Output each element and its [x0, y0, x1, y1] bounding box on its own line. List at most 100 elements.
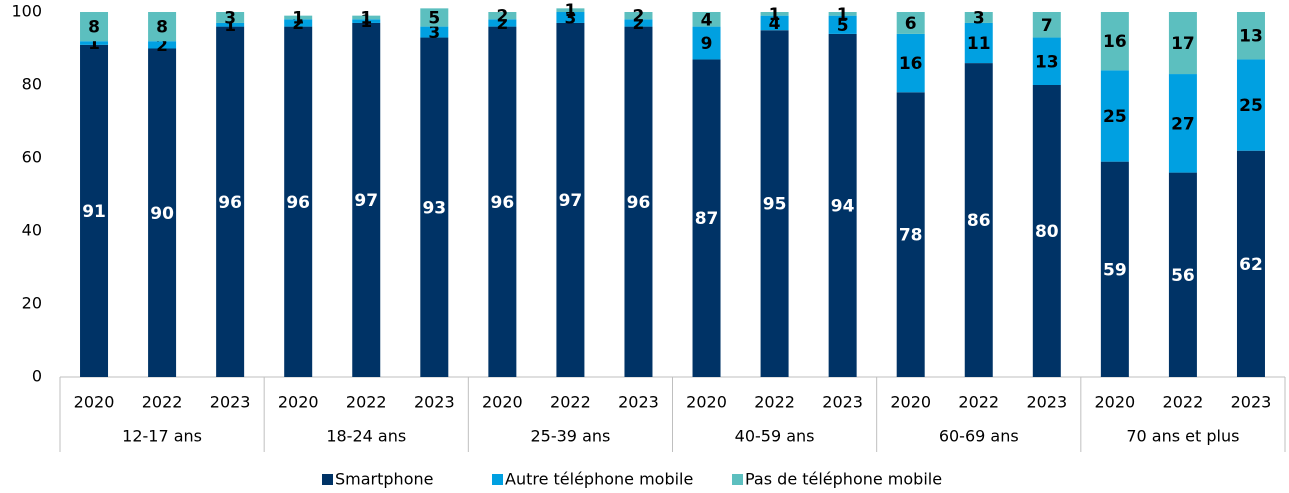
bar-segment: [828, 12, 857, 16]
legend-swatch: [322, 474, 333, 485]
data-label: 1: [769, 5, 781, 25]
data-label: 2: [496, 14, 508, 34]
data-label: 27: [1171, 114, 1195, 134]
bar-segment: [624, 12, 653, 20]
data-label: 1: [292, 8, 304, 28]
x-tick-label: 2022: [754, 393, 795, 412]
bar-segment: [1032, 85, 1061, 377]
data-label: 3: [973, 8, 985, 28]
data-label: 1: [564, 1, 576, 21]
data-label: 16: [1103, 32, 1127, 52]
data-label: 80: [1035, 222, 1059, 242]
bar-segment: [1236, 150, 1265, 377]
x-tick-label: 2023: [1231, 393, 1272, 412]
bar-segment: [148, 41, 177, 49]
bar-segment: [1100, 12, 1129, 71]
legend-swatch: [732, 474, 743, 485]
y-tick-label: 60: [22, 148, 42, 167]
data-label: 91: [82, 202, 106, 222]
data-label: 93: [422, 198, 446, 218]
data-label: 1: [837, 5, 849, 25]
bar-segment: [692, 59, 721, 377]
bar-segment: [896, 12, 925, 34]
y-tick-label: 80: [22, 75, 42, 94]
bar-segment: [420, 8, 449, 27]
bar-segment: [964, 12, 993, 23]
data-label: 94: [831, 196, 855, 216]
bar-segment: [1100, 161, 1129, 377]
bar-segment: [556, 12, 585, 23]
bar-segment: [760, 15, 789, 31]
data-label: 87: [695, 209, 719, 229]
data-label: 56: [1171, 266, 1195, 286]
data-label: 11: [967, 34, 991, 54]
y-tick-label: 40: [22, 221, 42, 240]
legend-label: Pas de téléphone mobile: [745, 470, 942, 489]
bar-segment: [488, 26, 517, 377]
bar-segment: [828, 15, 857, 34]
data-label: 3: [428, 23, 440, 43]
data-label: 95: [763, 195, 787, 215]
y-tick-label: 0: [32, 367, 42, 386]
data-label: 62: [1239, 255, 1263, 275]
x-tick-label: 2020: [482, 393, 523, 412]
x-tick-label: 2020: [74, 393, 115, 412]
legend-label: Autre téléphone mobile: [505, 470, 693, 489]
data-label: 13: [1239, 27, 1263, 47]
bar-segment: [420, 26, 449, 38]
data-label: 3: [224, 8, 236, 28]
group-label: 40-59 ans: [735, 427, 815, 446]
data-label: 13: [1035, 52, 1059, 72]
group-label: 70 ans et plus: [1126, 427, 1239, 446]
data-label: 2: [633, 7, 645, 27]
data-label: 96: [491, 193, 515, 213]
bar-segment: [80, 41, 109, 45]
data-label: 2: [633, 14, 645, 34]
data-label: 4: [769, 14, 781, 34]
bar-segment: [1168, 74, 1197, 173]
data-label: 1: [360, 8, 372, 28]
bar-segment: [216, 22, 245, 27]
bar-segment: [216, 12, 245, 23]
data-label: 90: [150, 204, 174, 224]
x-tick-label: 2023: [414, 393, 455, 412]
x-tick-label: 2022: [1163, 393, 1204, 412]
data-label: 8: [156, 18, 168, 38]
bar-segment: [964, 22, 993, 64]
legend-label: Smartphone: [335, 470, 433, 489]
bar-segment: [760, 12, 789, 16]
data-label: 96: [286, 193, 310, 213]
bar-segment: [488, 19, 517, 27]
data-label: 25: [1239, 96, 1263, 116]
x-tick-label: 2022: [958, 393, 999, 412]
x-tick-label: 2020: [686, 393, 727, 412]
bar-segment: [488, 12, 517, 20]
data-label: 78: [899, 226, 923, 246]
data-label: 1: [224, 16, 236, 36]
bar-segment: [896, 92, 925, 378]
data-label: 25: [1103, 107, 1127, 127]
x-tick-label: 2023: [1026, 393, 1067, 412]
bar-segment: [1032, 37, 1061, 85]
data-label: 1: [88, 34, 100, 54]
bar-segment: [556, 22, 585, 377]
x-tick-label: 2023: [618, 393, 659, 412]
data-label: 8: [88, 18, 100, 38]
data-label: 97: [559, 191, 583, 211]
bar-segment: [1236, 59, 1265, 151]
bar-segment: [284, 19, 313, 27]
x-tick-label: 2020: [890, 393, 931, 412]
data-label: 96: [627, 193, 651, 213]
data-label: 17: [1171, 34, 1195, 54]
bar-segment: [216, 26, 245, 377]
data-label: 5: [837, 16, 849, 36]
bar-segment: [692, 12, 721, 27]
data-label: 3: [564, 8, 576, 28]
x-tick-label: 2023: [822, 393, 863, 412]
group-label: 60-69 ans: [939, 427, 1019, 446]
bar-segment: [760, 30, 789, 377]
data-label: 2: [156, 36, 168, 56]
bar-segment: [624, 26, 653, 377]
bar-segment: [284, 26, 313, 377]
bar-segment: [1168, 12, 1197, 75]
